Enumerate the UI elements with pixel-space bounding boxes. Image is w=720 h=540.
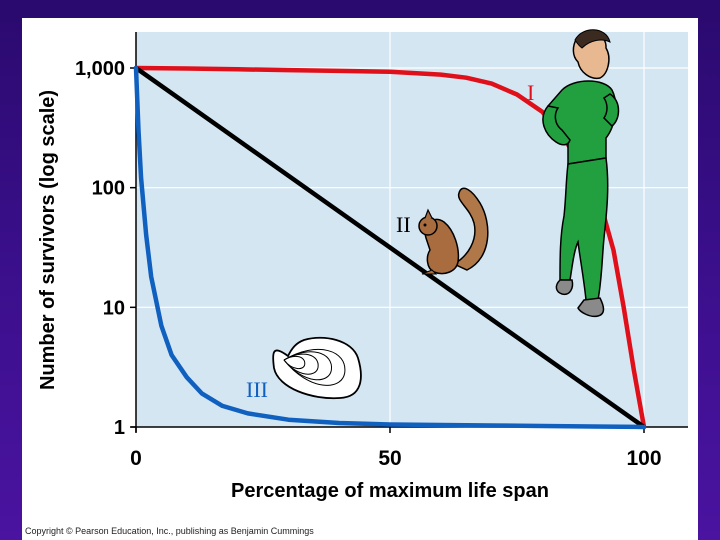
- oyster-ridge-0: [283, 349, 346, 386]
- y-tick-label-2: 100: [92, 178, 125, 200]
- runner-pants: [559, 157, 609, 301]
- curve-label-I: I: [527, 80, 534, 105]
- squirrel-tail: [452, 187, 489, 271]
- oyster-ridge-3: [283, 355, 306, 370]
- x-tick-label-1: 50: [378, 447, 401, 470]
- copyright-notice: Copyright © Pearson Education, Inc., pub…: [25, 526, 314, 536]
- squirrel-illustration: [418, 187, 489, 275]
- y-tick-label-3: 1,000: [75, 58, 125, 80]
- runner-illustration: [542, 29, 620, 318]
- x-tick-label-0: 0: [130, 447, 142, 470]
- runner-arm-right: [602, 93, 620, 127]
- curve-label-III: III: [246, 377, 268, 402]
- curve-label-II: II: [396, 212, 411, 237]
- x-axis-label: Percentage of maximum life span: [231, 480, 549, 502]
- oyster-ridge-1: [283, 351, 332, 381]
- squirrel-foot: [421, 269, 438, 275]
- y-tick-label-1: 10: [103, 297, 125, 319]
- slide: 1 10 100 1,000 0 50 100 Percentage of maximum l…: [22, 18, 698, 540]
- squirrel-ear: [424, 208, 433, 219]
- oyster-illustration: [272, 336, 362, 400]
- squirrel-eye: [423, 223, 427, 227]
- series-line-III: [133, 65, 647, 430]
- oyster-ridge-2: [283, 353, 319, 375]
- series-line-I: [133, 65, 647, 430]
- runner-shoe-front: [577, 297, 605, 318]
- runner-arm-left: [542, 105, 571, 146]
- survivorship-chart: 1 10 100 1,000 0 50 100 Percentage of maximum l…: [37, 29, 688, 502]
- squirrel-head: [418, 216, 438, 236]
- y-axis-label: Number of survivors (log scale): [37, 90, 59, 390]
- x-tick-label-2: 100: [626, 447, 661, 470]
- y-tick-label-0: 1: [114, 417, 125, 439]
- runner-shoe-back: [555, 279, 574, 296]
- series-line-II: [133, 65, 647, 430]
- runner-hair: [574, 29, 611, 49]
- oyster-shell: [272, 336, 362, 400]
- series-layer: [133, 65, 647, 430]
